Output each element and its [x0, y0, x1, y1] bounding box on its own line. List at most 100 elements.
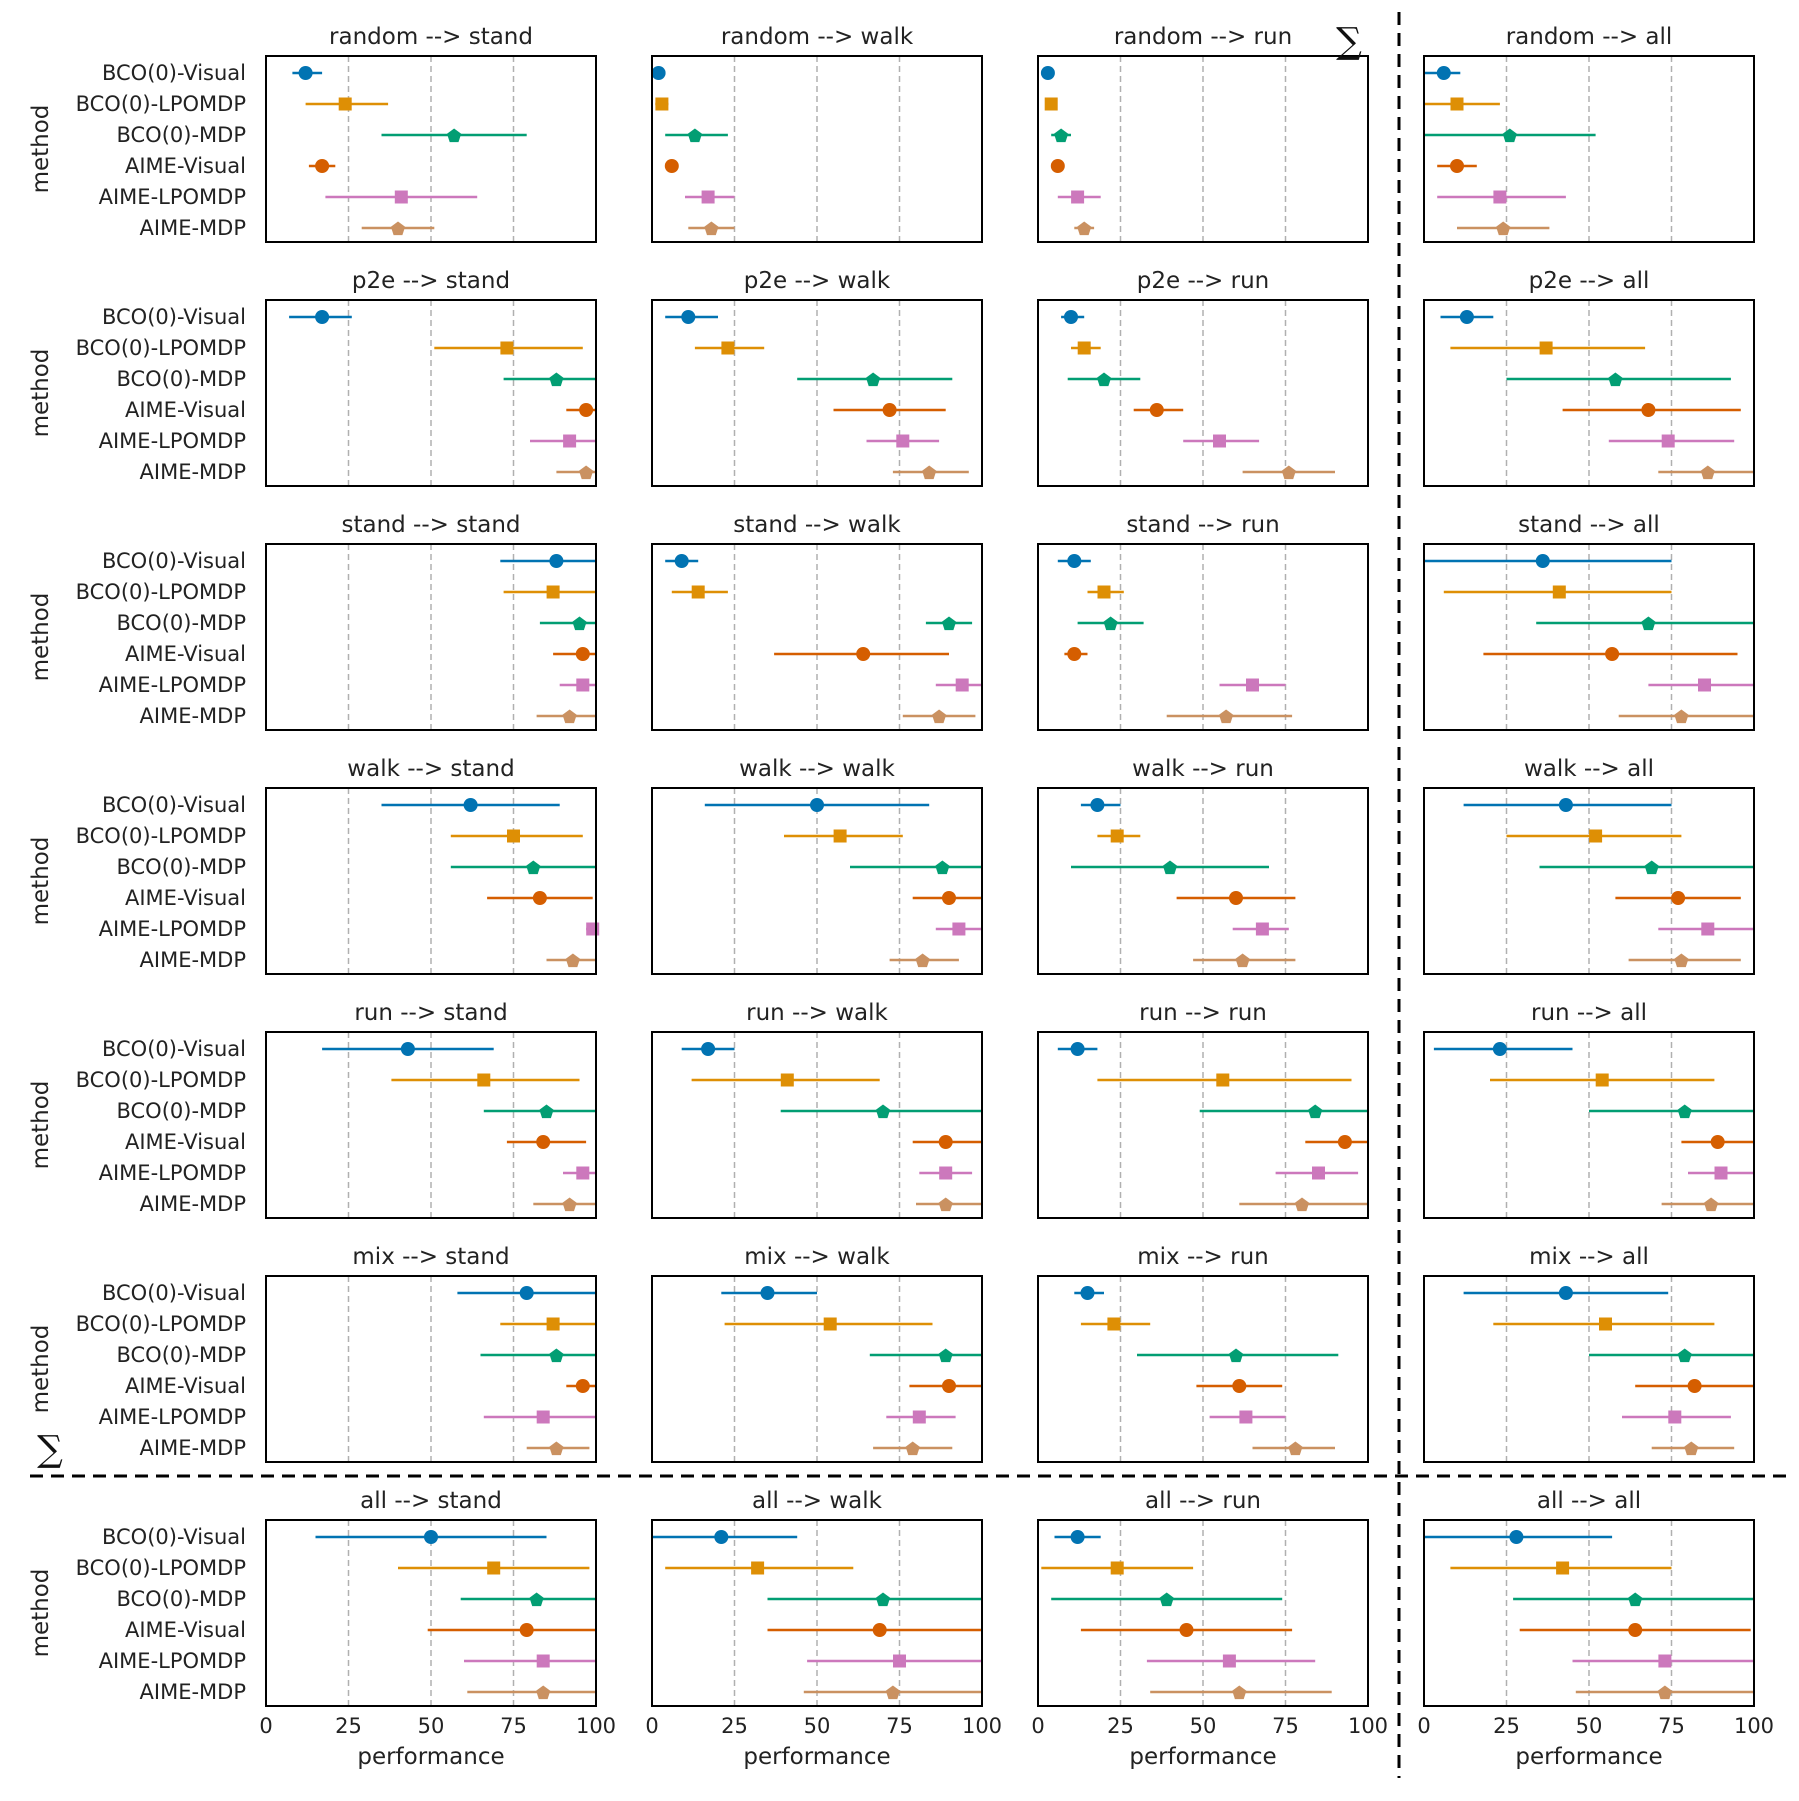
- data-point: [1700, 465, 1715, 480]
- data-point: [915, 953, 930, 968]
- panel-title: mix --> all: [1529, 1244, 1649, 1270]
- data-point: [1674, 709, 1689, 724]
- x-axis-label: performance: [1129, 1744, 1276, 1770]
- panel-9: stand --> stand BCO(0)-Visual BCO(0)-LPOMD…: [28, 512, 597, 731]
- method-label: AIME-LPOMDP: [99, 1405, 246, 1429]
- method-label: BCO(0)-MDP: [116, 1099, 246, 1123]
- x-tick-label: 25: [721, 1714, 748, 1738]
- data-point: [565, 953, 580, 968]
- data-point: [681, 310, 696, 324]
- method-label: AIME-MDP: [140, 460, 246, 484]
- data-point: [1687, 1379, 1702, 1393]
- data-point: [1628, 1592, 1643, 1607]
- data-point: [875, 1592, 891, 1607]
- data-point: [1096, 372, 1112, 387]
- data-point: [1067, 554, 1082, 568]
- data-point: [942, 1379, 956, 1393]
- method-label: BCO(0)-Visual: [102, 1037, 246, 1061]
- data-point: [1235, 953, 1250, 968]
- method-label: BCO(0)-MDP: [116, 123, 246, 147]
- x-tick-label: 50: [1576, 1714, 1603, 1738]
- data-point: [912, 1410, 926, 1424]
- data-point: [1558, 798, 1573, 812]
- data-point: [1714, 1166, 1728, 1180]
- panel-title: random --> stand: [329, 24, 533, 50]
- method-label: AIME-Visual: [125, 154, 246, 178]
- data-point: [1671, 891, 1686, 905]
- panel-title: all --> walk: [752, 1488, 883, 1514]
- panel-title: mix --> stand: [352, 1244, 509, 1270]
- data-point: [536, 1410, 550, 1424]
- data-point: [1492, 1042, 1507, 1056]
- panel-title: random --> walk: [721, 24, 914, 50]
- data-point: [941, 616, 957, 631]
- data-point: [1450, 97, 1464, 111]
- data-point: [655, 97, 669, 111]
- method-label: BCO(0)-Visual: [102, 1281, 246, 1305]
- panel-title: p2e --> all: [1529, 268, 1650, 294]
- data-point: [507, 829, 520, 843]
- data-point: [1097, 585, 1111, 599]
- plot-frame: [265, 55, 597, 243]
- data-point: [935, 860, 950, 875]
- data-point: [1228, 1348, 1244, 1363]
- data-point: [529, 1592, 544, 1607]
- data-point: [562, 709, 577, 724]
- y-axis-label: method: [28, 349, 54, 438]
- data-point: [856, 647, 871, 661]
- data-point: [1599, 1317, 1612, 1331]
- data-point: [546, 1317, 560, 1331]
- data-point: [315, 310, 330, 324]
- data-point: [1641, 403, 1656, 417]
- method-label: AIME-Visual: [125, 1618, 246, 1642]
- data-point: [1628, 1623, 1643, 1637]
- data-point: [866, 372, 881, 387]
- data-point: [1050, 159, 1065, 173]
- panel-title: walk --> run: [1132, 756, 1274, 782]
- data-point: [338, 97, 352, 111]
- method-label: AIME-LPOMDP: [99, 1161, 246, 1185]
- method-label: BCO(0)-LPOMDP: [76, 1068, 246, 1092]
- panel-20: run --> all: [1423, 1000, 1755, 1219]
- data-point: [315, 159, 330, 173]
- method-label: BCO(0)-Visual: [102, 1525, 246, 1549]
- data-point: [1661, 434, 1675, 448]
- panel-title: run --> run: [1139, 1000, 1267, 1026]
- method-label: BCO(0)-MDP: [116, 367, 246, 391]
- data-point: [1077, 221, 1092, 236]
- data-point: [893, 1654, 906, 1668]
- plot-frame: [651, 787, 983, 975]
- data-point: [704, 221, 719, 236]
- panel-title: run --> all: [1531, 1000, 1647, 1026]
- data-point: [1232, 1685, 1247, 1700]
- data-point: [1556, 1561, 1570, 1575]
- data-point: [687, 128, 702, 143]
- plot-frame: [651, 1031, 983, 1219]
- data-point: [1558, 1286, 1573, 1300]
- data-point: [1459, 310, 1474, 324]
- plot-frame: [265, 1031, 597, 1219]
- data-point: [1657, 1685, 1672, 1700]
- data-point: [1294, 1197, 1310, 1212]
- method-label: AIME-LPOMDP: [99, 185, 246, 209]
- panel-title: all --> stand: [360, 1488, 502, 1514]
- plot-frame: [1423, 1275, 1755, 1463]
- data-point: [487, 1561, 501, 1575]
- y-axis-label: method: [28, 593, 54, 682]
- data-point: [1222, 1654, 1236, 1668]
- panel-title: stand --> walk: [733, 512, 901, 538]
- plot-frame: [1423, 55, 1755, 243]
- x-tick-label: 50: [1190, 1714, 1217, 1738]
- data-point: [1213, 434, 1226, 448]
- data-point: [664, 159, 679, 173]
- data-point: [586, 922, 600, 936]
- data-point: [885, 1685, 900, 1700]
- plot-frame: [1037, 543, 1369, 731]
- method-label: BCO(0)-LPOMDP: [76, 1312, 246, 1336]
- panel-6: p2e --> walk: [651, 268, 983, 487]
- data-point: [1255, 922, 1269, 936]
- plot-frame: [1423, 1031, 1755, 1219]
- data-point: [526, 860, 541, 875]
- data-point: [500, 341, 514, 355]
